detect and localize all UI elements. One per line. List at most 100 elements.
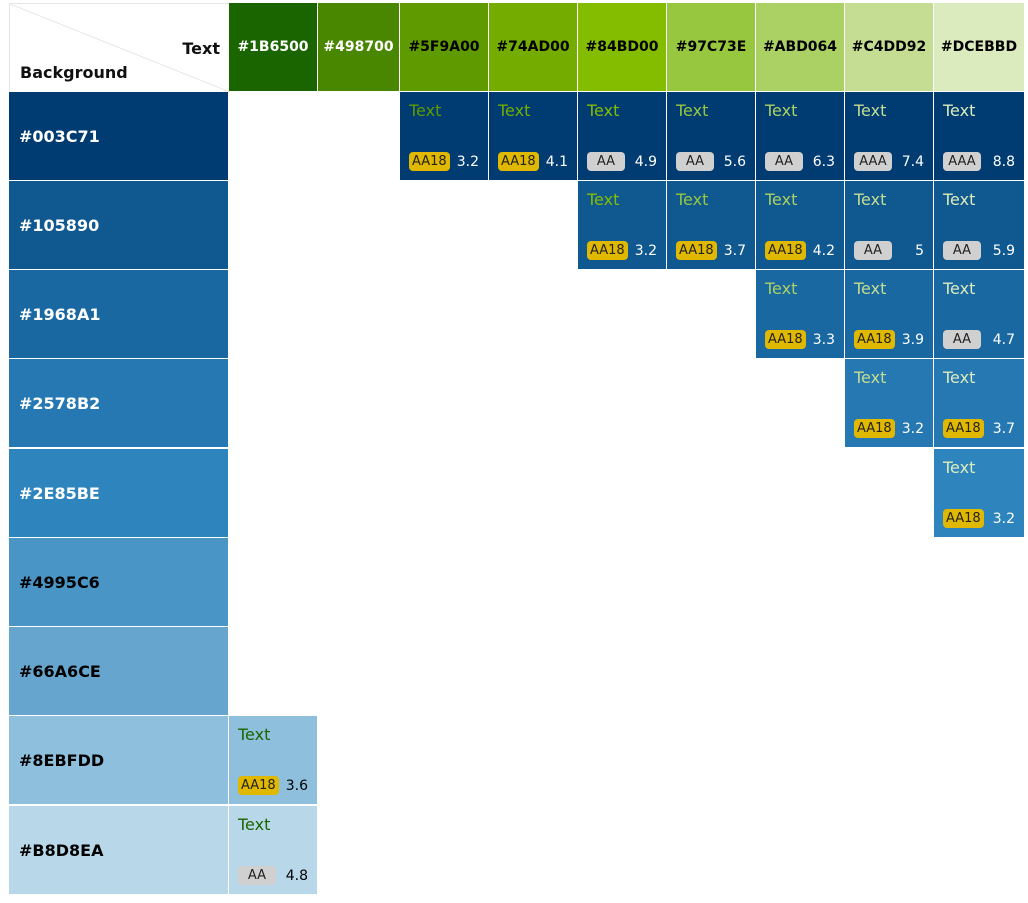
contrast-cell: Text AA18 3.7 [934,359,1024,447]
contrast-ratio: 3.2 [456,154,479,170]
contrast-ratio: 5.6 [723,154,746,170]
contrast-cell: Text AA18 3.2 [845,359,933,447]
sample-text: Text [765,101,798,120]
sample-text: Text [854,368,887,387]
wcag-level-badge: AA [238,866,276,885]
row-header: #003C71 [9,92,228,180]
column-header: #74AD00 [489,3,577,91]
sample-text: Text [765,279,798,298]
contrast-cell: Text AA 5.6 [667,92,755,180]
background-axis-label: Background [20,63,128,82]
column-header: #ABD064 [756,3,844,91]
wcag-level-badge: AA [676,152,714,171]
wcag-level-badge: AA18 [765,241,806,260]
column-header: #DCEBBD [934,3,1024,91]
row-header: #2578B2 [9,359,228,447]
wcag-level-badge: AA18 [943,509,984,528]
column-header: #C4DD92 [845,3,933,91]
row-header: #4995C6 [9,538,228,626]
contrast-ratio: 3.3 [812,332,835,348]
row-header: #B8D8EA [9,806,228,894]
sample-text: Text [676,101,709,120]
contrast-ratio: 3.9 [901,332,924,348]
contrast-ratio: 5 [915,243,924,259]
contrast-cell: Text AA18 3.2 [578,181,666,269]
corner-header: Text Background [9,3,230,92]
sample-text: Text [587,101,620,120]
contrast-cell: Text AA 4.8 [229,806,317,894]
row-header: #66A6CE [9,627,228,715]
wcag-level-badge: AA18 [587,241,628,260]
sample-text: Text [854,190,887,209]
text-axis-label: Text [182,39,220,58]
sample-text: Text [943,279,976,298]
wcag-level-badge: AA18 [765,330,806,349]
wcag-level-badge: AA [587,152,625,171]
contrast-ratio: 4.9 [634,154,657,170]
contrast-ratio: 4.7 [992,332,1015,348]
contrast-ratio: 3.7 [723,243,746,259]
contrast-cell: Text AA18 3.7 [667,181,755,269]
contrast-cell: Text AAA 7.4 [845,92,933,180]
sample-text: Text [587,190,620,209]
row-header: #1968A1 [9,270,228,358]
wcag-level-badge: AAA [854,152,892,171]
wcag-level-badge: AA18 [498,152,539,171]
column-header: #84BD00 [578,3,666,91]
wcag-level-badge: AA18 [238,776,279,795]
column-header: #97C73E [667,3,755,91]
contrast-ratio: 3.2 [992,511,1015,527]
wcag-level-badge: AAA [943,152,981,171]
contrast-cell: Text AA18 4.1 [489,92,577,180]
row-header: #8EBFDD [9,716,228,804]
row-header: #105890 [9,181,228,269]
wcag-level-badge: AA [943,330,981,349]
wcag-level-badge: AA18 [676,241,717,260]
contrast-ratio: 5.9 [992,243,1015,259]
wcag-level-badge: AA [943,241,981,260]
wcag-level-badge: AA [854,241,892,260]
contrast-ratio: 4.8 [285,868,308,884]
contrast-cell: Text AA18 3.6 [229,716,317,804]
sample-text: Text [943,101,976,120]
sample-text: Text [943,458,976,477]
contrast-ratio: 6.3 [812,154,835,170]
contrast-ratio: 3.7 [992,421,1015,437]
contrast-ratio: 3.2 [634,243,657,259]
contrast-cell: Text AA 5 [845,181,933,269]
wcag-level-badge: AA [765,152,803,171]
contrast-matrix: Text Background #1B6500 #498700 #5F9A00 #74… [9,3,1024,895]
contrast-ratio: 3.2 [901,421,924,437]
sample-text: Text [943,190,976,209]
column-header: #498700 [318,3,399,91]
sample-text: Text [854,101,887,120]
sample-text: Text [498,101,531,120]
wcag-level-badge: AA18 [854,419,895,438]
contrast-cell: Text AA18 3.2 [934,449,1024,537]
wcag-level-badge: AA18 [943,419,984,438]
sample-text: Text [238,815,271,834]
contrast-cell: Text AA 4.7 [934,270,1024,358]
contrast-cell: Text AAA 8.8 [934,92,1024,180]
corner-diagonal [10,4,230,92]
contrast-cell: Text AA18 3.2 [400,92,488,180]
contrast-ratio: 8.8 [992,154,1015,170]
contrast-ratio: 4.1 [545,154,568,170]
sample-text: Text [765,190,798,209]
sample-text: Text [676,190,709,209]
wcag-level-badge: AA18 [409,152,450,171]
contrast-cell: Text AA 6.3 [756,92,844,180]
contrast-ratio: 4.2 [812,243,835,259]
contrast-cell: Text AA 4.9 [578,92,666,180]
contrast-ratio: 3.6 [285,778,308,794]
sample-text: Text [854,279,887,298]
sample-text: Text [409,101,442,120]
contrast-cell: Text AA18 3.9 [845,270,933,358]
column-header: #1B6500 [229,3,317,91]
contrast-cell: Text AA18 4.2 [756,181,844,269]
column-header: #5F9A00 [400,3,488,91]
row-header: #2E85BE [9,449,228,537]
contrast-cell: Text AA 5.9 [934,181,1024,269]
sample-text: Text [943,368,976,387]
contrast-cell: Text AA18 3.3 [756,270,844,358]
